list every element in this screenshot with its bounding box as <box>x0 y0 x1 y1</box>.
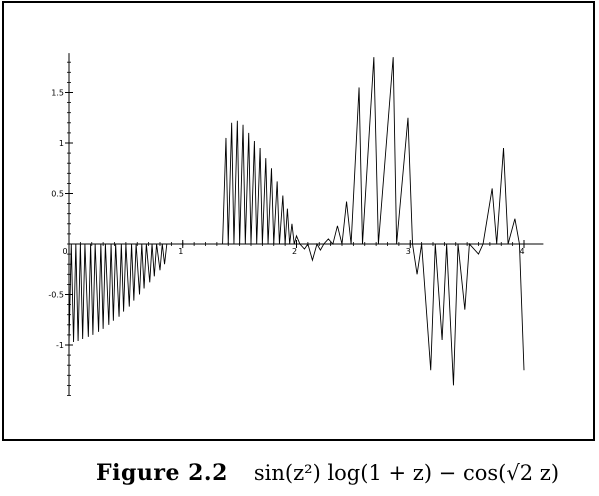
figure-label: Figure 2.2 <box>96 460 228 486</box>
x-tick-label: 0 <box>62 247 67 256</box>
chart-plot: 1.5 1 0.5 -0.5 -1 0 1 2 3 4 <box>48 53 544 396</box>
x-tick-label: 3 <box>406 247 411 256</box>
chart-ticks: 1.5 1 0.5 -0.5 -1 0 1 2 3 4 <box>48 61 525 396</box>
chart-axes <box>68 53 544 396</box>
figure-formula: sin(z²) log(1 + z) − cos(√2 z) <box>253 461 560 485</box>
chart-series <box>68 57 525 386</box>
x-tick-label: 1 <box>178 247 183 256</box>
y-tick-label: 1 <box>59 139 64 148</box>
y-tick-label: 0.5 <box>51 190 64 199</box>
y-tick-label: 1.5 <box>51 89 64 98</box>
y-tick-label: -0.5 <box>48 291 64 300</box>
figure-caption: Figure 2.2 sin(z²) log(1 + z) − cos(√2 z… <box>96 460 596 496</box>
series-line-0 <box>68 57 525 386</box>
y-tick-label: -1 <box>56 341 64 350</box>
chart-frame <box>2 1 595 441</box>
x-tick-label: 2 <box>292 247 297 256</box>
x-tick-label: 4 <box>519 247 524 256</box>
